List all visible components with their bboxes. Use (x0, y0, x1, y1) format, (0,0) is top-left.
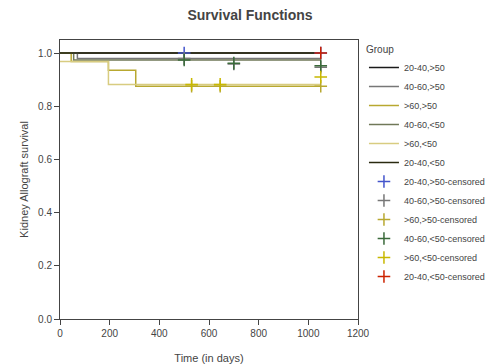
svg-text:>60,<50-censored: >60,<50-censored (404, 253, 477, 263)
svg-text:0.6: 0.6 (38, 154, 52, 165)
svg-text:>60,>50-censored: >60,>50-censored (404, 215, 477, 225)
svg-text:400: 400 (151, 328, 168, 339)
svg-text:0.8: 0.8 (38, 101, 52, 112)
svg-text:>60,<50: >60,<50 (404, 139, 437, 149)
svg-text:0.4: 0.4 (38, 207, 52, 218)
svg-text:600: 600 (201, 328, 218, 339)
svg-text:Survival Functions: Survival Functions (187, 7, 312, 23)
svg-text:40-60,>50: 40-60,>50 (404, 82, 445, 92)
svg-text:1000: 1000 (297, 328, 320, 339)
svg-text:0.0: 0.0 (38, 314, 52, 325)
svg-text:Kidney Allograft survival: Kidney Allograft survival (18, 121, 30, 238)
svg-text:>60,>50: >60,>50 (404, 101, 437, 111)
svg-text:Time (in days): Time (in days) (174, 352, 243, 364)
svg-text:20-40,<50-censored: 20-40,<50-censored (404, 272, 485, 282)
svg-text:200: 200 (101, 328, 118, 339)
svg-text:1200: 1200 (347, 328, 370, 339)
svg-text:20-40,>50-censored: 20-40,>50-censored (404, 177, 485, 187)
svg-text:0.2: 0.2 (38, 260, 52, 271)
svg-text:1.0: 1.0 (38, 48, 52, 59)
svg-text:0: 0 (57, 328, 63, 339)
svg-text:40-60,<50-censored: 40-60,<50-censored (404, 234, 485, 244)
svg-text:40-60,>50-censored: 40-60,>50-censored (404, 196, 485, 206)
svg-text:20-40,<50: 20-40,<50 (404, 158, 445, 168)
svg-text:800: 800 (250, 328, 267, 339)
svg-text:40-60,<50: 40-60,<50 (404, 120, 445, 130)
svg-text:20-40,>50: 20-40,>50 (404, 63, 445, 73)
svg-text:Group: Group (366, 44, 394, 55)
